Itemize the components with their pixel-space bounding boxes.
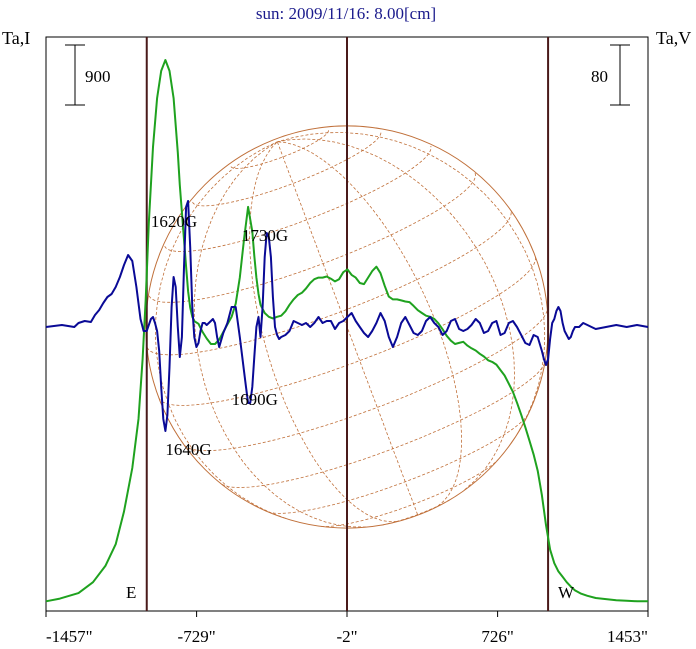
annotation-label: 1640G [165,440,211,459]
annotations: 1620G 1730G 1690G 1640G [151,212,288,459]
solar-disk-parallel [184,308,548,452]
solar-disk-grid [145,125,549,529]
solar-disk-meridian [276,141,418,515]
y-axis-label-left: Ta,I [2,28,30,48]
x-tick-label: 1453" [607,627,648,646]
scale-bar-right-label: 80 [591,67,608,86]
series-lines [45,59,649,603]
chart-title: sun: 2009/11/16: 8.00[cm] [256,4,436,23]
x-axis: -1457" -729" -2" 726" 1453" [45,611,649,646]
annotation-label: 1620G [151,212,197,231]
solar-disk-meridian [277,132,546,431]
x-tick-label: -729" [178,627,216,646]
solar-disk-parallel [221,362,546,488]
solar-disk-parallel [164,145,432,252]
annotation-label: 1690G [232,390,278,409]
scale-bar-right: 80 [591,44,630,106]
limb-label-west: W [558,583,575,602]
solar-disk-parallel [148,173,476,303]
solar-disk-parallel [192,131,382,207]
x-tick-label: 726" [481,627,513,646]
solar-disk-parallel [146,210,512,356]
scale-bar-left: 900 [65,44,111,106]
series-line-V [45,200,649,432]
annotation-label: 1730G [242,226,288,245]
solar-disk-meridian [277,138,515,491]
x-tick-label: -1457" [46,627,93,646]
limb-label-east: E [126,583,136,602]
solar-disk-parallel [381,498,452,526]
solar-disk-parallel [267,413,529,514]
solar-disk-parallel [321,459,499,528]
limb-lines [145,37,550,611]
solar-disk-meridian [193,141,367,528]
scale-bar-left-label: 900 [85,67,111,86]
x-tick-label: -2" [336,627,357,646]
y-axis-label-right: Ta,V [656,28,691,48]
solar-disk-meridian [154,141,286,519]
